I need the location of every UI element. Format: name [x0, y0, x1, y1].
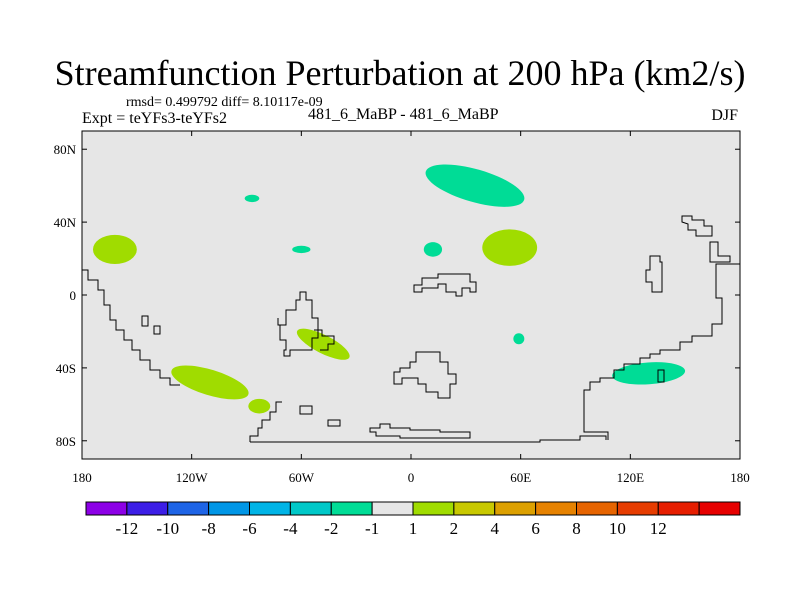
island-small-5 [657, 369, 665, 383]
colorbar-swatch [535, 501, 577, 516]
colorbar-label: 2 [450, 519, 459, 538]
colorbar-swatch [126, 501, 169, 516]
colorbar-swatch [698, 501, 741, 516]
season-label: DJF [711, 107, 738, 124]
colorbar-label: 12 [650, 519, 667, 538]
coastline-indonesia [645, 255, 663, 293]
axis-ticks: 180 120W 60W 0 60E 120E 180 80N 40N 0 40S 80S [54, 131, 750, 485]
anomaly-atlantic-tropical-negative [292, 245, 311, 254]
map-background [82, 131, 740, 459]
colorbar-label: -10 [156, 519, 179, 538]
colorbar-swatch [453, 501, 496, 516]
colorbar-swatch [616, 501, 659, 516]
x-tick-label: 120E [617, 470, 645, 485]
colorbar-swatch [412, 501, 455, 516]
y-tick-label: 0 [70, 288, 77, 303]
x-tick-label: 0 [408, 470, 415, 485]
island-small-4 [153, 325, 161, 335]
anomaly-north-pacific-negative [425, 164, 525, 207]
x-tick-label: 180 [72, 470, 92, 485]
colorbar-label: -6 [242, 519, 256, 538]
coastline-antarctica-shelf [250, 435, 607, 443]
plot-title: Streamfunction Perturbation at 200 hPa (… [54, 53, 746, 93]
coastline-west-americas [82, 269, 180, 386]
continent-outlines [82, 215, 740, 443]
anomaly-australia-negative [612, 362, 686, 385]
y-tick-label: 40S [56, 361, 76, 376]
stats-text: rmsd= 0.499792 diff= 8.10117e-09 [126, 95, 323, 110]
colorbar-label: -4 [283, 519, 298, 538]
coastline-australia-west [583, 263, 740, 440]
island-small-1 [299, 405, 313, 415]
anomaly-indian-ocean-small-negative [513, 333, 525, 345]
colorbar-label: -12 [116, 519, 139, 538]
colorbar-label: 8 [572, 519, 581, 538]
x-tick-label: 120W [176, 470, 209, 485]
experiment-label: Expt = teYFs3-teYFs2 [82, 110, 228, 127]
coastline-japan [681, 215, 713, 237]
colorbar-swatch [208, 501, 250, 516]
colorbar-swatch [330, 501, 373, 516]
coastline-south-america [277, 291, 319, 357]
colorbar-label: 1 [409, 519, 418, 538]
colorbar-swatch [167, 501, 210, 516]
colorbar-label: 4 [491, 519, 500, 538]
island-small-3 [141, 315, 149, 327]
anomaly-south-pacific-positive [171, 365, 249, 400]
anomaly-south-pacific-positive-tail [248, 398, 271, 414]
colorbar-label: -2 [324, 519, 338, 538]
x-tick-label: 60W [289, 470, 315, 485]
coastline-new-guinea [709, 241, 731, 263]
colorbar-label: 6 [531, 519, 540, 538]
colorbar-swatch [371, 501, 414, 516]
case-label: 481_6_MaBP - 481_6_MaBP [308, 106, 499, 123]
colorbar-label: -8 [202, 519, 216, 538]
anomaly-africa-small-negative [423, 242, 443, 257]
coastline-south-america-inner [314, 329, 335, 351]
island-small-2 [327, 419, 341, 427]
y-tick-label: 80S [56, 434, 76, 449]
colorbar-label: 10 [609, 519, 626, 538]
x-tick-label: 180 [730, 470, 750, 485]
colorbar-swatch [576, 501, 618, 516]
anomaly-pacific-tropical-positive [92, 234, 137, 265]
colorbar-swatch [289, 501, 332, 516]
colorbar: -12 -10 -8 -6 -4 -2 -1 1 2 4 6 8 10 12 [85, 501, 741, 538]
anomaly-south-atlantic-positive [296, 328, 350, 360]
coastline-africa [413, 273, 477, 297]
colorbar-swatch [494, 501, 537, 516]
colorbar-label: -1 [365, 519, 379, 538]
coastline-ross-ice [369, 423, 471, 439]
coastline-antarctic-peninsula [393, 351, 457, 399]
y-tick-label: 80N [54, 142, 77, 157]
anomaly-arabia-positive [482, 229, 538, 266]
colorbar-swatch [85, 501, 128, 516]
y-tick-label: 40N [54, 215, 77, 230]
coastline-antarctica [249, 401, 282, 442]
anomaly-atlantic-north-negative [244, 194, 260, 203]
colorbar-swatch [249, 501, 291, 516]
x-tick-label: 60E [510, 470, 531, 485]
anomaly-layer [92, 164, 686, 414]
colorbar-swatch [657, 501, 700, 516]
